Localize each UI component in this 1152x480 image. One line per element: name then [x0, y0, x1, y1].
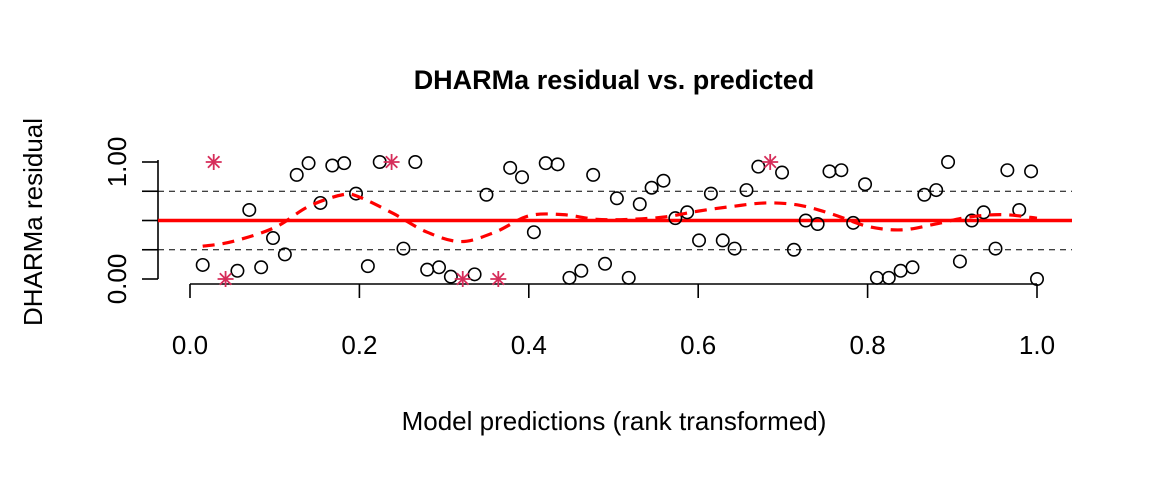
residual-point	[929, 183, 944, 198]
residual-point	[727, 241, 742, 256]
residual-point	[349, 186, 364, 201]
residual-point	[443, 269, 458, 284]
residual-point	[680, 205, 695, 220]
residual-point	[692, 233, 707, 248]
residual-point	[396, 241, 411, 256]
x-tick-label: 1.0	[1019, 330, 1055, 360]
outlier-point	[383, 154, 400, 170]
residual-point	[775, 165, 790, 180]
smooth-spline-line	[202, 192, 1038, 248]
residual-point	[656, 173, 671, 188]
residual-point	[786, 242, 801, 257]
x-tick-label: 0.6	[680, 330, 716, 360]
y-tick-label: 0.00	[102, 254, 132, 305]
y-ticks: 0.00 1.00	[102, 137, 158, 305]
residual-point	[598, 256, 613, 271]
residual-point	[574, 263, 589, 278]
residual-point	[538, 156, 553, 171]
outlier-point	[490, 271, 507, 287]
outlier-point	[217, 271, 234, 287]
residual-point	[810, 217, 825, 232]
y-tick-label: 1.00	[102, 137, 132, 188]
residual-point	[1030, 271, 1045, 286]
residual-point	[881, 270, 896, 285]
residual-point	[952, 254, 967, 269]
residual-point	[337, 156, 352, 171]
residual-point	[1024, 164, 1039, 179]
residual-point	[586, 167, 601, 182]
residual-point	[266, 231, 281, 246]
residual-point	[917, 187, 932, 202]
residual-point	[408, 155, 423, 170]
residual-point	[739, 183, 754, 198]
outlier-point	[205, 154, 222, 170]
residual-point	[242, 202, 257, 217]
outlier-point	[454, 271, 471, 287]
residual-point	[289, 167, 304, 182]
residual-point	[301, 156, 316, 171]
residual-point	[834, 163, 849, 178]
residual-point	[822, 164, 837, 179]
residual-point	[550, 157, 565, 172]
residual-point	[325, 158, 340, 173]
residual-point	[277, 247, 292, 262]
residual-point	[905, 260, 920, 275]
residual-point	[562, 270, 577, 285]
residual-point	[703, 186, 718, 201]
residual-point	[1000, 163, 1015, 178]
outlier-points	[205, 154, 779, 287]
x-tick-label: 0.4	[511, 330, 547, 360]
residual-point	[869, 270, 884, 285]
x-axis-label: Model predictions (rank transformed)	[402, 406, 827, 436]
residual-point	[526, 225, 541, 240]
residual-point	[941, 155, 956, 170]
residual-point	[432, 260, 447, 275]
residual-point	[644, 180, 659, 195]
residual-point	[632, 197, 647, 212]
x-tick-label: 0.8	[850, 330, 886, 360]
residual-points	[195, 155, 1045, 286]
residual-point	[479, 187, 494, 202]
x-tick-label: 0.2	[341, 330, 377, 360]
chart-title: DHARMa residual vs. predicted	[414, 65, 815, 95]
residual-point	[254, 260, 269, 275]
residual-point	[621, 270, 636, 285]
residual-point	[503, 160, 518, 175]
residual-point	[420, 262, 435, 277]
residual-point	[964, 213, 979, 228]
residual-point	[515, 170, 530, 185]
residual-point	[609, 191, 624, 206]
reference-lines	[158, 190, 1072, 251]
residual-point	[715, 233, 730, 248]
residual-point	[976, 205, 991, 220]
residual-point	[988, 241, 1003, 256]
x-tick-label: 0.0	[172, 330, 208, 360]
x-ticks: 0.0 0.2 0.4 0.6 0.8 1.0	[172, 284, 1055, 360]
residual-point	[858, 177, 873, 192]
residual-point	[893, 263, 908, 278]
residual-point	[668, 211, 683, 226]
residual-point	[230, 263, 245, 278]
outlier-point	[762, 154, 779, 170]
residual-point	[360, 259, 375, 274]
residual-point	[195, 257, 210, 272]
y-axis-label: DHARMa residual	[18, 118, 48, 326]
